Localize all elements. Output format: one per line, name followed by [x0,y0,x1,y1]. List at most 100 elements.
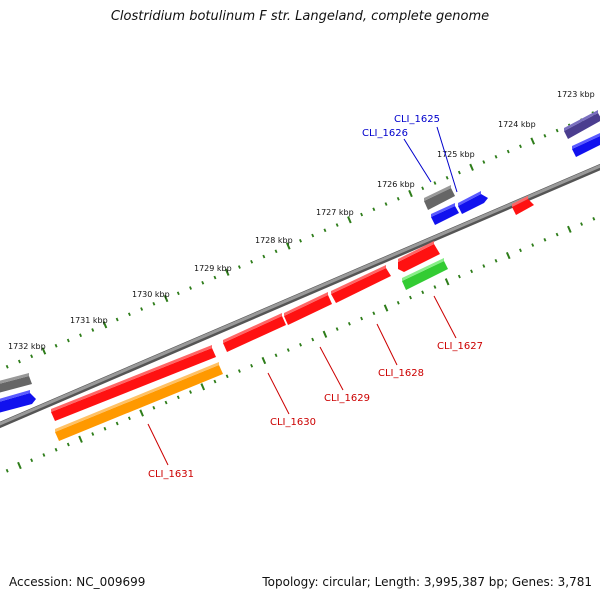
inner-tick [409,295,412,300]
inner-tick [164,400,168,405]
inner-tick [17,461,22,470]
gene-label-cli1627[interactable]: CLI_1627 [437,341,483,352]
outer-tick [519,144,522,149]
inner-tick [531,243,535,247]
inner-tick [115,421,119,426]
cds-green-cli1627[interactable] [402,258,448,290]
cds-blue-left[interactable] [0,390,36,413]
inner-tick [54,447,58,452]
cds-blue-1723[interactable] [572,133,600,157]
leader-cli1626 [403,138,432,183]
inner-tick [433,285,437,289]
inner-tick [42,453,46,457]
inner-tick [152,405,156,410]
outer-tick [311,233,315,238]
cds-blue-cli1625[interactable] [458,191,488,214]
outer-tick [115,317,119,322]
inner-tick [189,390,192,394]
leader-cli1625 [436,126,458,193]
cds-blue-cli1626[interactable] [431,203,459,225]
inner-tick [519,248,522,253]
outer-tick [176,291,180,296]
cds-gray-left[interactable] [0,373,32,393]
outer-tick [506,149,510,154]
gene-label-cli1625[interactable]: CLI_1625 [394,114,440,125]
outer-tick [79,333,83,338]
outer-tick [152,301,156,306]
outer-tick [66,338,70,343]
inner-tick [322,330,328,338]
inner-tick [261,356,267,365]
outer-tick [17,359,21,364]
leader-cli1627 [433,295,457,339]
outer-tick [433,181,437,185]
tick-label-1732: 1732 kbp [8,342,46,351]
inner-tick [494,258,498,263]
outer-tick [224,268,230,276]
inner-tick [444,278,450,286]
outer-tick [41,347,47,355]
tick-label-1725: 1725 kbp [437,150,475,159]
cds-red-small[interactable] [512,196,534,215]
outer-tick [102,321,108,329]
inner-tick [505,251,511,260]
cds-red-cli1627[interactable] [398,241,440,272]
tick-label-1724: 1724 kbp [498,120,536,129]
tick-label-1727: 1727 kbp [316,208,354,217]
cds-purple-1723[interactable] [564,110,600,139]
leader-cli1631 [147,423,169,466]
gene-label-cli1631[interactable]: CLI_1631 [148,469,194,480]
gene-label-cli1626[interactable]: CLI_1626 [362,128,408,139]
inner-tick [176,395,180,400]
cds-red-cli1628[interactable] [331,265,391,303]
cds-gray-cli1626[interactable] [424,185,455,210]
inner-tick [91,432,95,436]
outer-tick [421,186,425,191]
inner-tick [5,468,9,473]
tick-label-1729: 1729 kbp [194,264,232,273]
outer-tick [555,128,559,133]
outer-tick [347,216,352,224]
outer-tick [335,223,339,227]
outer-tick [384,202,388,206]
outer-tick [372,207,376,212]
inner-tick [30,458,34,463]
inner-tick [592,216,596,221]
inner-tick [580,222,584,226]
gene-label-cli1629[interactable]: CLI_1629 [324,393,370,404]
leader-cli1630 [267,372,290,415]
cds-red-cli1630[interactable] [223,313,286,352]
genome-summary-text: Topology: circular; Length: 3,995,387 bp… [262,575,592,589]
outer-tick [250,259,254,264]
inner-tick [250,363,254,368]
cds-red-cli1629[interactable] [284,292,332,325]
inner-tick [213,379,217,384]
outer-tick [30,354,34,359]
inner-tick [274,353,278,358]
outer-tick [213,275,217,280]
outer-tick [445,175,449,180]
inner-tick-ring [5,216,596,473]
tick-label-1730: 1730 kbp [132,290,170,299]
gene-label-cli1628[interactable]: CLI_1628 [378,368,424,379]
outer-tick [237,265,241,269]
inner-tick [360,316,364,321]
outer-tick [201,280,205,285]
outer-tick [360,212,364,217]
inner-tick [470,269,474,274]
tick-label-1731: 1731 kbp [70,316,108,325]
inner-tick [421,290,425,295]
outer-tick [396,196,400,201]
gene-label-cli1630[interactable]: CLI_1630 [270,417,316,428]
inner-tick [543,237,547,242]
inner-tick [347,321,351,326]
cds-orange-cli1631[interactable] [55,362,223,441]
outer-tick [299,238,302,243]
inner-tick [299,342,302,347]
inner-tick [372,311,376,316]
tick-label-1723: 1723 kbp [557,90,595,99]
outer-tick [285,242,291,250]
inner-tick [482,264,486,268]
cds-red-cli1631[interactable] [51,345,216,421]
inner-tick [78,435,83,443]
